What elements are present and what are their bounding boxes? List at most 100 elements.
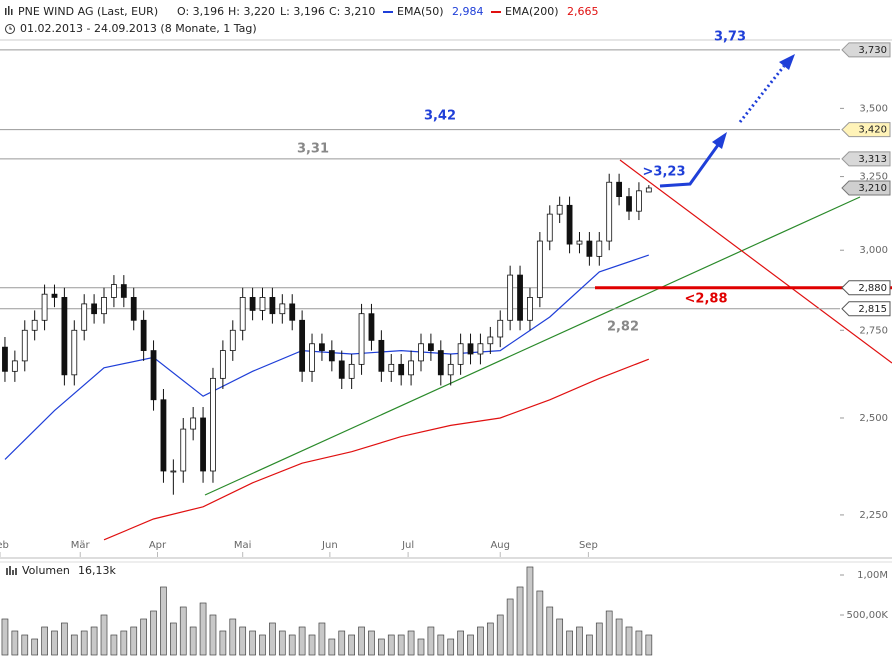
volume-bar: [199, 602, 207, 656]
candle-body: [120, 284, 127, 298]
legend-value: 2,665: [567, 5, 599, 18]
forecast-dotted-arrow: [738, 65, 786, 123]
price-tag: [841, 301, 891, 317]
volume-bar: [269, 622, 276, 656]
candle-body: [477, 343, 484, 355]
annotation: 3,73: [714, 30, 746, 45]
annotation: >3,23: [643, 165, 686, 180]
candle-body: [150, 350, 157, 401]
volume-bar: [308, 634, 316, 656]
volume-subtitle: 16,13k: [78, 564, 116, 577]
x-tick-label: Mär: [71, 540, 91, 551]
candle-body: [289, 303, 296, 321]
candle-body: [279, 303, 286, 315]
volume-bar: [526, 566, 534, 656]
candle-body: [71, 329, 78, 376]
candle-body: [269, 297, 276, 315]
volume-bar: [378, 638, 385, 656]
candle-body: [626, 196, 632, 212]
candle-body: [348, 363, 355, 379]
volume-bar: [407, 630, 415, 656]
header-open: O: 3,196: [177, 5, 224, 18]
volume-bar: [150, 610, 157, 656]
candle-body: [576, 240, 583, 245]
volume-bar: [249, 630, 256, 656]
legend-value: 2,984: [452, 5, 484, 18]
volume-bar: [427, 626, 435, 656]
volume-bar: [41, 626, 48, 656]
candle-body: [309, 343, 315, 372]
header-high: H: 3,220: [228, 5, 275, 18]
volume-bar: [437, 634, 445, 656]
volume-bar: [358, 626, 365, 656]
volume-bar: [536, 590, 544, 656]
annotation: <2,88: [685, 292, 728, 307]
volume-bar: [447, 638, 455, 656]
x-tick-label: Sep: [579, 540, 598, 551]
candle-body: [2, 346, 8, 372]
candle-body: [140, 319, 147, 351]
arrow-head: [712, 132, 727, 149]
price-tag-label: 3,730: [858, 45, 887, 56]
legend-label: EMA(200): [505, 5, 559, 18]
price-tag-label: 2,815: [858, 304, 887, 315]
candle-body: [427, 343, 434, 351]
volume-bar: [516, 586, 524, 656]
candle-body: [536, 240, 543, 298]
candle-body: [338, 360, 345, 379]
x-tick-label: Jun: [321, 540, 338, 551]
volume-bar: [100, 614, 108, 656]
volume-bar: [645, 634, 653, 656]
candle-body: [408, 360, 414, 376]
candle-body: [368, 313, 375, 341]
volume-bar: [496, 614, 504, 656]
ema-line: [103, 358, 650, 541]
candle-body: [388, 363, 395, 372]
candle-body: [41, 293, 48, 321]
volume-icon: [6, 566, 17, 575]
candle-body: [31, 319, 38, 331]
volume-bar: [387, 634, 395, 656]
volume-bar: [169, 622, 177, 656]
volume-bar: [189, 626, 197, 656]
volume-bar: [477, 626, 484, 656]
price-tag: [841, 122, 891, 138]
volume-bar: [209, 614, 217, 656]
candle-body: [130, 297, 137, 321]
y-tick-label: 2,500: [859, 413, 888, 424]
volume-bar: [110, 634, 118, 656]
volume-bar: [90, 626, 98, 656]
x-tick-label: Aug: [490, 540, 510, 551]
y-tick-label: 2,750: [859, 325, 888, 336]
candle-body: [497, 319, 504, 338]
candle-body: [239, 297, 246, 331]
candle-body: [101, 297, 107, 315]
volume-bar: [160, 586, 167, 656]
candle-body: [556, 204, 563, 215]
volume-bar: [21, 634, 29, 656]
candle-body: [61, 297, 68, 376]
volume-bar: [635, 630, 643, 656]
candle-body: [596, 240, 603, 257]
price-tag: [841, 42, 891, 58]
candle-body: [517, 274, 523, 321]
volume-bar: [417, 638, 425, 656]
candle-body: [200, 417, 206, 472]
candle-body: [21, 329, 28, 362]
legend-label: EMA(50): [397, 5, 444, 18]
candle-body: [91, 303, 98, 315]
volume-bar: [259, 634, 266, 656]
candle-body: [527, 297, 533, 321]
price-tag-label: 3,313: [858, 154, 887, 165]
volume-bar: [219, 630, 227, 656]
y-tick-label: 2,250: [859, 510, 888, 521]
candle-body: [566, 204, 573, 245]
volume-bar: [368, 630, 375, 656]
date-range: 01.02.2013 - 24.09.2013 (8 Monate, 1 Tag…: [20, 22, 257, 35]
price-tag-label: 2,880: [858, 283, 887, 294]
volume-bar: [397, 634, 405, 656]
price-tag: [841, 180, 891, 196]
candle-body: [507, 274, 514, 321]
annotation: 2,82: [607, 320, 639, 335]
